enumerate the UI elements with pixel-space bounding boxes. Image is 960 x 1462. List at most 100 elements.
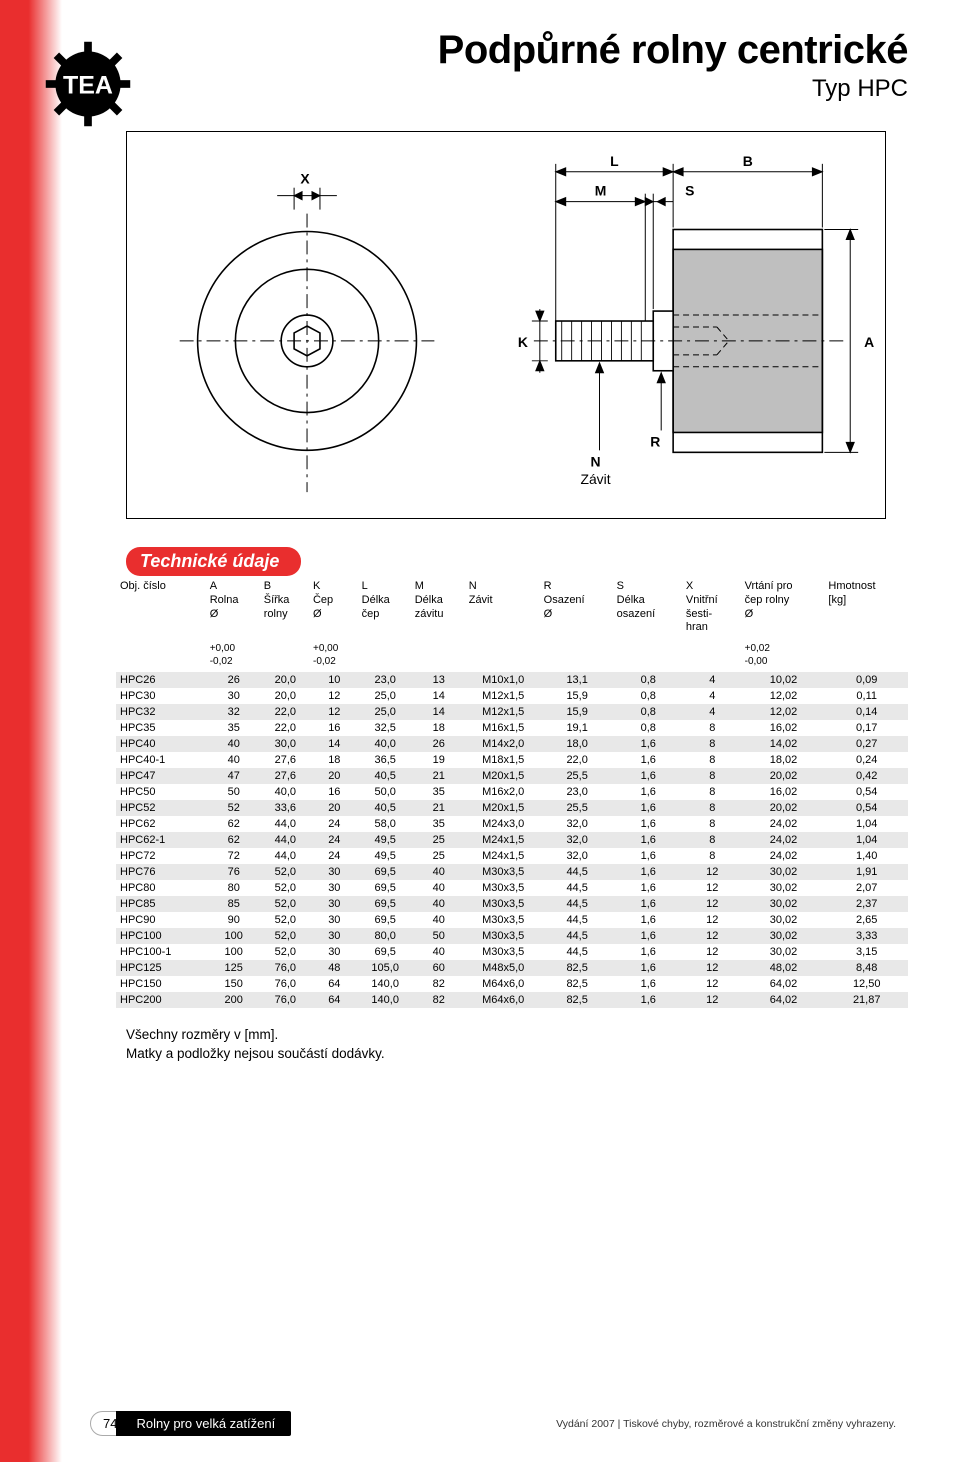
table-cell: 82,5 [541,992,614,1008]
table-cell: 0,8 [614,672,683,688]
table-cell: 50 [412,928,466,944]
table-cell: 50 [207,784,261,800]
table-cell: 100 [207,928,261,944]
table-cell: 100 [207,944,261,960]
table-cell: 21,87 [825,992,908,1008]
table-cell: 14 [412,688,466,704]
table-cell: 24 [310,832,359,848]
column-header: LDélkačep [359,574,412,637]
column-header: KČepØ [310,574,359,637]
table-cell: M30x3,5 [466,896,541,912]
table-cell: 48 [310,960,359,976]
table-cell: 4 [683,688,742,704]
table-cell: 26 [412,736,466,752]
table-row: HPC808052,03069,540M30x3,544,51,61230,02… [116,880,908,896]
column-tolerance: +0,00-0,02 [207,637,261,672]
table-cell: 20 [310,768,359,784]
table-cell: 47 [207,768,261,784]
table-cell: 4 [683,704,742,720]
table-cell: 35 [207,720,261,736]
section-title-tab: Technické údaje [126,547,301,576]
table-row: HPC40-14027,61836,519M18x1,522,01,6818,0… [116,752,908,768]
table-cell: 1,6 [614,848,683,864]
table-cell: 105,0 [359,960,412,976]
table-cell: M48x5,0 [466,960,541,976]
table-row: HPC262620,01023,013M10x1,013,10,8410,020… [116,672,908,688]
table-cell: 40 [207,752,261,768]
table-cell: 1,6 [614,960,683,976]
table-cell: 69,5 [359,896,412,912]
notes-block: Všechny rozměry v [mm]. Matky a podložky… [126,1026,908,1064]
table-cell: 12,02 [742,688,826,704]
table-cell: 30 [310,864,359,880]
table-cell: 1,91 [825,864,908,880]
table-cell: 25 [412,832,466,848]
table-row: HPC727244,02449,525M24x1,532,01,6824,021… [116,848,908,864]
table-cell: HPC72 [116,848,207,864]
table-row: HPC626244,02458,035M24x3,032,01,6824,021… [116,816,908,832]
table-cell: 27,6 [261,752,310,768]
table-cell: 76,0 [261,992,310,1008]
table-cell: 140,0 [359,976,412,992]
table-cell: 26 [207,672,261,688]
table-cell: HPC80 [116,880,207,896]
table-cell: 14,02 [742,736,826,752]
table-cell: 82 [412,992,466,1008]
table-cell: 40,0 [261,784,310,800]
table-cell: 1,40 [825,848,908,864]
table-cell: M10x1,0 [466,672,541,688]
table-cell: HPC90 [116,912,207,928]
table-cell: HPC100 [116,928,207,944]
diagram-label-a: A [864,334,874,350]
table-cell: 0,8 [614,704,683,720]
table-cell: 0,17 [825,720,908,736]
table-cell: HPC35 [116,720,207,736]
table-row: HPC303020,01225,014M12x1,515,90,8412,020… [116,688,908,704]
table-cell: HPC76 [116,864,207,880]
column-tolerance [466,637,541,672]
table-cell: 200 [207,992,261,1008]
table-cell: HPC125 [116,960,207,976]
table-cell: 21 [412,768,466,784]
table-cell: 30,0 [261,736,310,752]
table-cell: 44,0 [261,832,310,848]
table-cell: 16,02 [742,720,826,736]
table-cell: 44,5 [541,864,614,880]
table-cell: 1,6 [614,864,683,880]
table-cell: 12 [683,992,742,1008]
table-row: HPC12512576,048105,060M48x5,082,51,61248… [116,960,908,976]
table-cell: 52,0 [261,928,310,944]
table-cell: 40 [412,896,466,912]
table-cell: 16 [310,784,359,800]
table-cell: 1,6 [614,912,683,928]
table-cell: 30 [207,688,261,704]
page-title: Podpůrné rolny centrické [90,28,908,73]
table-cell: HPC40 [116,736,207,752]
table-cell: 32 [207,704,261,720]
page-footer: 74 Rolny pro velká zatížení Vydání 2007 … [90,1411,928,1436]
table-cell: 24,02 [742,832,826,848]
table-cell: 8 [683,768,742,784]
note-line: Matky a podložky nejsou součástí dodávky… [126,1045,908,1064]
technical-data-table: Obj. čísloARolnaØBŠířkarolnyKČepØLDélkač… [116,574,908,1008]
column-tolerance: +0,02-0,00 [742,637,826,672]
column-tolerance [261,637,310,672]
title-block: Podpůrné rolny centrické Typ HPC [90,0,908,103]
table-cell: 3,33 [825,928,908,944]
column-header: NZávit [466,574,541,637]
diagram-label-n: N [591,453,601,469]
table-cell: 12,50 [825,976,908,992]
column-header: Obj. číslo [116,574,207,637]
table-cell: 40 [412,864,466,880]
table-cell: 44,5 [541,896,614,912]
table-cell: 32,0 [541,848,614,864]
table-cell: HPC26 [116,672,207,688]
table-cell: HPC52 [116,800,207,816]
table-cell: 19 [412,752,466,768]
table-cell: 44,0 [261,848,310,864]
column-header: SDélkaosazení [614,574,683,637]
diagram-label-m: M [595,183,607,199]
table-cell: 50,0 [359,784,412,800]
table-cell: 1,6 [614,800,683,816]
table-cell: 14 [310,736,359,752]
